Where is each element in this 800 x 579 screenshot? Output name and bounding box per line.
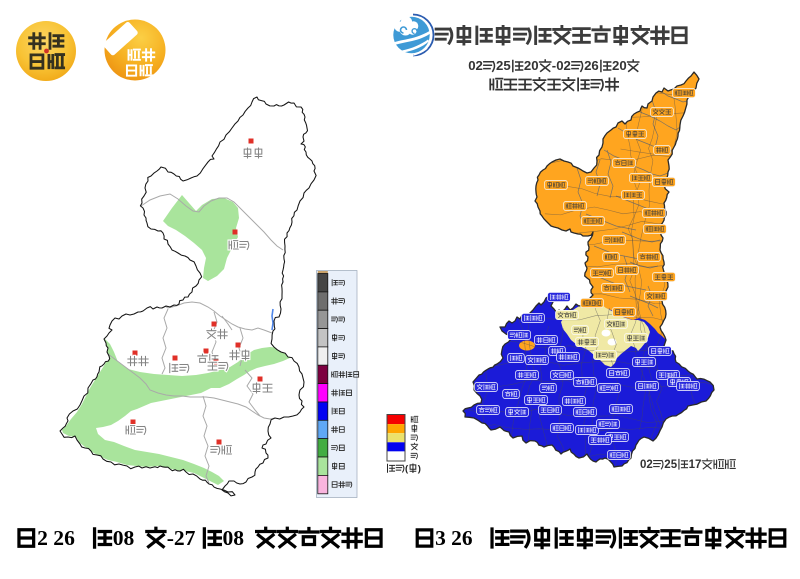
svg-text:20: 20 — [524, 58, 539, 73]
svg-text:08: 08 — [223, 526, 245, 550]
svg-text:02: 02 — [468, 58, 483, 73]
svg-text:17: 17 — [689, 459, 702, 471]
svg-text:26: 26 — [584, 58, 599, 73]
svg-text:25: 25 — [496, 58, 511, 73]
svg-text:-02: -02 — [552, 58, 571, 73]
svg-text:-27: -27 — [167, 526, 196, 550]
svg-text:20: 20 — [612, 58, 627, 73]
svg-text:): ) — [418, 463, 421, 474]
svg-text:3 26: 3 26 — [435, 526, 473, 550]
svg-text:25: 25 — [664, 459, 677, 471]
svg-text:08: 08 — [113, 526, 135, 550]
svg-text:(: ( — [405, 463, 409, 474]
svg-text:2 26: 2 26 — [37, 526, 75, 550]
svg-text:02: 02 — [640, 459, 653, 471]
